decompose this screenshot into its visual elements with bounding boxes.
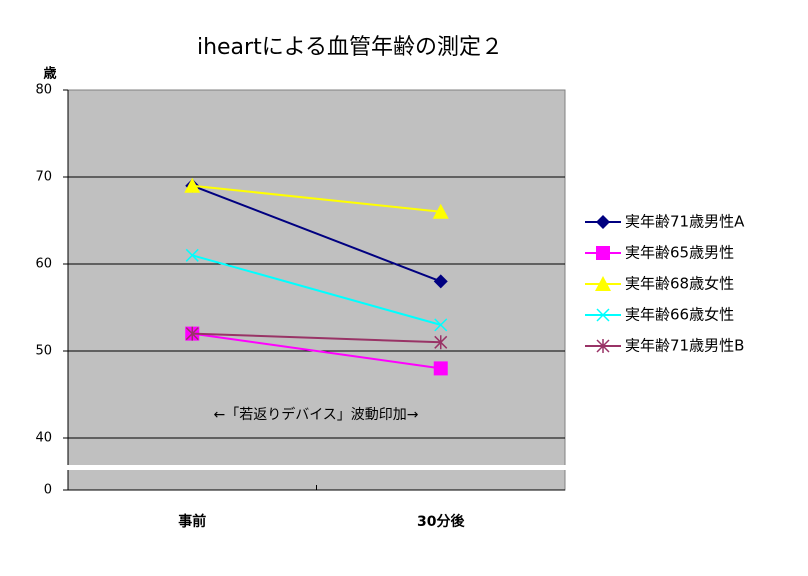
marker <box>434 335 448 350</box>
y-tick-label: 40 <box>35 431 52 446</box>
marker <box>432 203 449 219</box>
y-tick-label: 60 <box>35 257 52 272</box>
y-tick-label: 50 <box>35 344 52 359</box>
marker <box>434 318 448 332</box>
axis-break <box>40 465 570 470</box>
legend-label: 実年齢71歳男性B <box>625 337 744 355</box>
legend-label: 実年齢71歳男性A <box>625 213 745 231</box>
marker <box>596 215 610 229</box>
y-axis-label: 歳 <box>43 66 56 82</box>
annotation: ←「若返りデバイス」波動印加→ <box>213 406 418 423</box>
series-line <box>192 332 441 344</box>
marker <box>433 274 448 289</box>
marker <box>596 308 610 322</box>
marker <box>185 248 199 262</box>
marker <box>184 177 201 193</box>
series-line <box>192 184 441 213</box>
x-tick-label: 30分後 <box>417 513 465 530</box>
marker <box>185 326 199 341</box>
marker <box>596 246 610 260</box>
legend-label: 実年齢68歳女性 <box>625 275 734 293</box>
marker <box>595 276 611 291</box>
y-tick-label: 0 <box>44 483 52 498</box>
series-line <box>191 184 442 283</box>
y-tick-label: 80 <box>35 83 52 98</box>
x-tick-label: 事前 <box>178 513 206 530</box>
legend-label: 実年齢65歳男性 <box>625 244 734 262</box>
series-line <box>192 332 441 370</box>
y-tick-label: 70 <box>35 170 52 185</box>
legend-label: 実年齢66歳女性 <box>625 306 734 324</box>
series-line <box>191 254 442 326</box>
marker <box>433 361 448 376</box>
chart-title: iheartによる血管年齢の測定２ <box>197 35 503 60</box>
marker <box>596 339 610 353</box>
